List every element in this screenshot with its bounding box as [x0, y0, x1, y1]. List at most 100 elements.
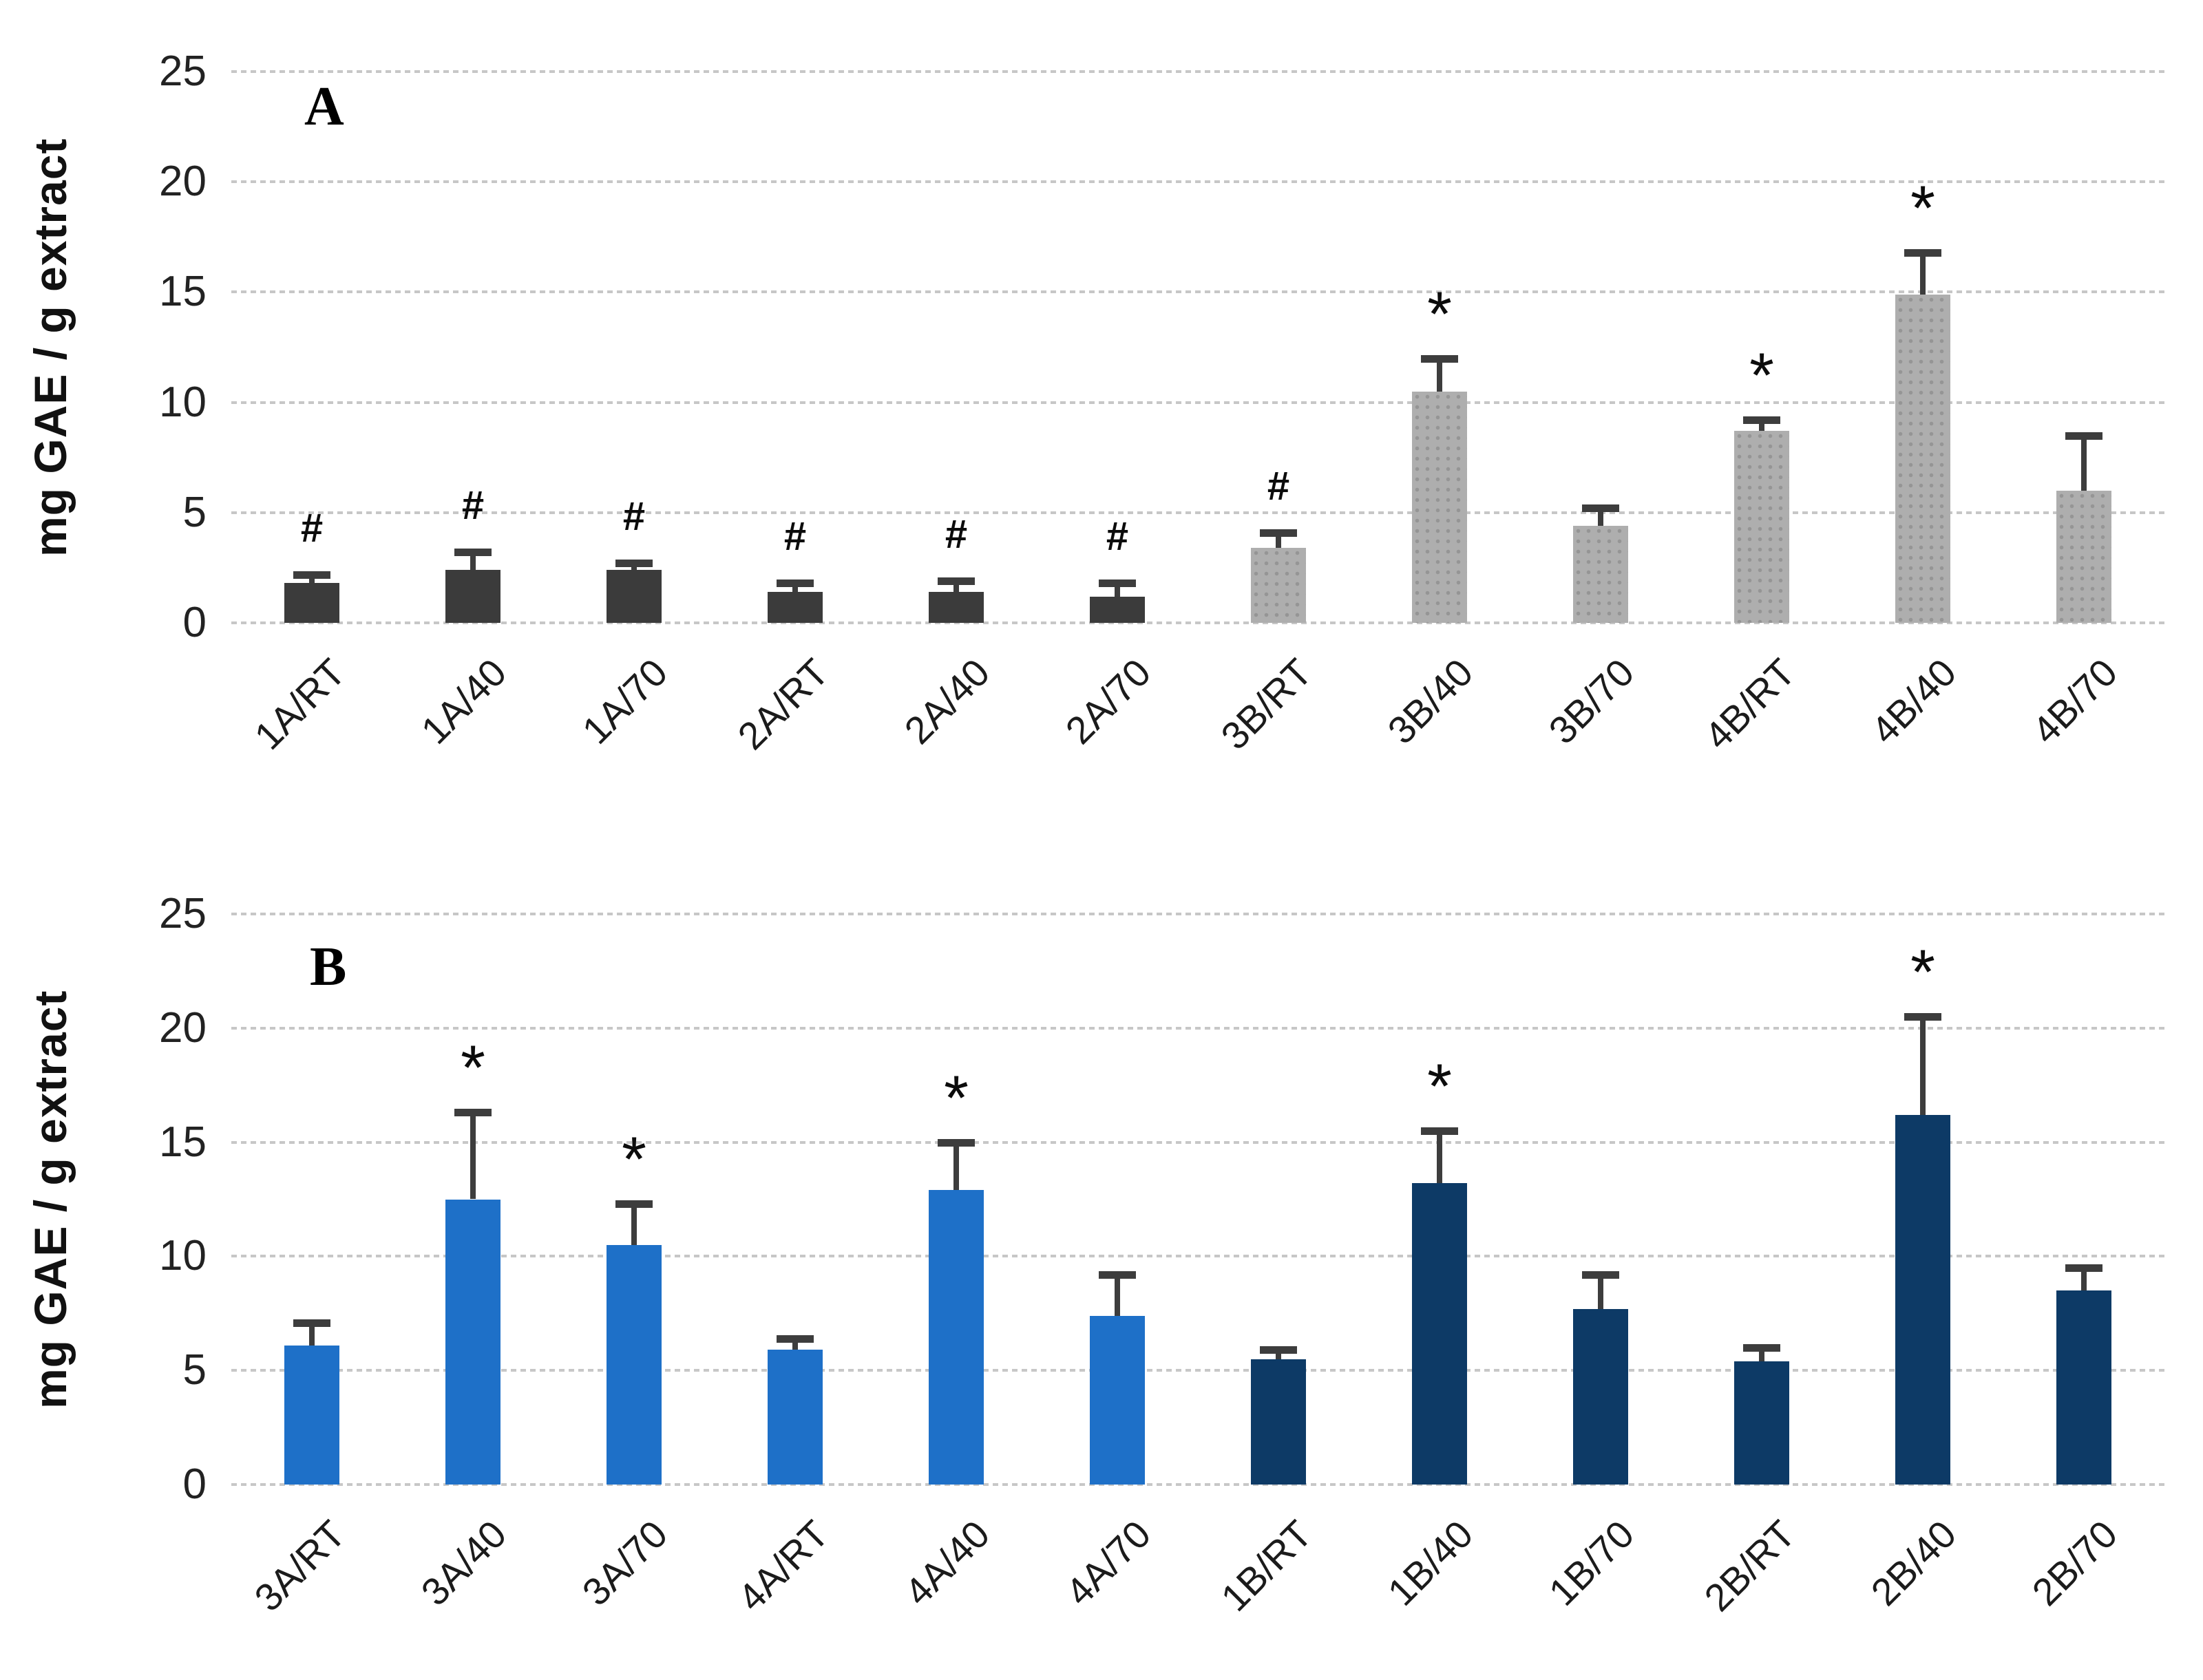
- bar-1B/RT: [1251, 1359, 1306, 1485]
- x-tick-label-2B/RT: 2B/RT: [1696, 1511, 1804, 1619]
- bar-2B/70: [2056, 1290, 2111, 1485]
- bar-4A/RT: [768, 1350, 823, 1485]
- x-tick-label-1A/RT: 1A/RT: [246, 650, 354, 758]
- plot-area-a: 0 5 10 15 20 25 #1A/RT #1A/40 #1A/70 #2A/RT #2A/40…: [159, 47, 2164, 758]
- y-tick-label-5: 5: [182, 488, 207, 536]
- error-cap-2B/RT: [1743, 1344, 1780, 1352]
- gridline-5: [231, 1369, 2164, 1372]
- gridline-25: [231, 70, 2164, 73]
- y-tick-label-10: 10: [159, 378, 207, 426]
- bar-1B/40: [1412, 1183, 1467, 1485]
- error-bar-4B/70: [2081, 435, 2087, 491]
- x-tick-label-3B/RT: 3B/RT: [1212, 650, 1320, 758]
- x-tick-label-1A/70: 1A/70: [573, 650, 676, 752]
- x-tick-label-1B/RT: 1B/RT: [1212, 1511, 1320, 1619]
- error-cap-4A/RT: [777, 1335, 814, 1343]
- x-tick-label-3B/40: 3B/40: [1379, 650, 1482, 752]
- error-bar-4A/70: [1115, 1274, 1120, 1316]
- error-bar-3B/40: [1437, 358, 1442, 392]
- error-cap-4B/70: [2065, 432, 2102, 440]
- y-tick-label-0: 0: [182, 599, 207, 646]
- bar-2A/40: [929, 592, 984, 623]
- panel-label: A: [304, 76, 344, 137]
- x-tick-label-4A/70: 4A/70: [1057, 1511, 1159, 1614]
- error-cap-3A/RT: [293, 1319, 330, 1327]
- significance-marker-2A/40: #: [945, 512, 968, 557]
- error-cap-4B/40: [1904, 248, 1941, 257]
- error-bar-2B/RT: [1759, 1348, 1764, 1361]
- error-bar-4A/RT: [792, 1338, 798, 1350]
- bar-3B/70: [1573, 526, 1628, 623]
- error-cap-2A/40: [938, 577, 975, 586]
- error-cap-3B/RT: [1260, 529, 1297, 537]
- bar-3B/RT: [1251, 548, 1306, 623]
- gridline-25: [231, 913, 2164, 915]
- y-tick-label-25: 25: [159, 47, 207, 95]
- error-cap-3B/70: [1582, 504, 1619, 513]
- bar-4A/70: [1090, 1315, 1145, 1485]
- y-tick-label-15: 15: [159, 268, 207, 316]
- y-tick-label-5: 5: [182, 1346, 207, 1394]
- x-tick-label-1A/40: 1A/40: [412, 650, 515, 752]
- gridline-15: [231, 1140, 2164, 1144]
- error-cap-2B/40: [1904, 1013, 1941, 1021]
- plot-area-b: 0 5 10 15 20 25 3A/RT * 3A/40 * 3A/70 4A/RT * 4A/40 4A…: [0, 840, 2203, 1680]
- gridline-10: [231, 1255, 2164, 1258]
- error-cap-1B/70: [1582, 1270, 1619, 1279]
- x-tick-label-2A/70: 2A/70: [1057, 650, 1159, 752]
- bar-3B/40: [1412, 391, 1467, 623]
- panel-a: mg GAE / g extract A 0 5 10 15 20 25 #1A/RT #1A…: [25, 47, 2164, 758]
- error-cap-1B/40: [1421, 1127, 1458, 1136]
- error-cap-4B/RT: [1743, 416, 1780, 425]
- bar-3A/40: [445, 1199, 500, 1485]
- bar-3A/70: [607, 1244, 662, 1485]
- error-cap-3B/40: [1421, 354, 1458, 363]
- panel-label: B: [310, 937, 347, 997]
- error-cap-2B/70: [2065, 1264, 2102, 1272]
- error-bar-4B/40: [1920, 252, 1926, 295]
- significance-marker-1A/40: #: [461, 483, 485, 529]
- significance-marker-3B/RT: #: [1267, 463, 1290, 509]
- error-cap-3A/40: [454, 1109, 492, 1117]
- significance-marker-2A/RT: #: [783, 514, 807, 560]
- x-tick-label-2A/RT: 2A/RT: [729, 650, 837, 758]
- error-bar-3B/RT: [1276, 532, 1281, 549]
- bar-4B/70: [2056, 490, 2111, 623]
- x-tick-label-3B/70: 3B/70: [1540, 650, 1643, 752]
- significance-marker-3A/40: *: [461, 1033, 485, 1104]
- bar-2A/70: [1090, 596, 1145, 623]
- error-bar-3A/40: [470, 1112, 476, 1200]
- error-bar-2A/RT: [792, 583, 798, 593]
- error-cap-1A/RT: [293, 571, 330, 579]
- gridline-20: [231, 180, 2164, 184]
- bar-1A/70: [607, 570, 662, 623]
- error-bar-1B/RT: [1276, 1350, 1281, 1359]
- bar-2A/RT: [768, 592, 823, 623]
- x-tick-label-2B/40: 2B/40: [1862, 1511, 1965, 1614]
- bar-3A/RT: [284, 1345, 339, 1485]
- significance-marker-4B/RT: *: [1749, 341, 1774, 412]
- error-bar-2B/40: [1920, 1017, 1926, 1115]
- gridline-0: [231, 1483, 2164, 1486]
- significance-marker-1B/40: *: [1427, 1052, 1452, 1123]
- significance-marker-1A/RT: #: [300, 505, 324, 551]
- error-bar-3B/70: [1598, 508, 1603, 527]
- significance-marker-2A/70: #: [1106, 514, 1129, 560]
- error-bar-2A/40: [953, 581, 959, 593]
- y-tick-label-0: 0: [182, 1460, 207, 1508]
- significance-marker-1A/70: #: [622, 494, 646, 540]
- error-cap-4A/70: [1099, 1270, 1136, 1279]
- y-tick-label-10: 10: [159, 1232, 207, 1280]
- panel-b: mg GAE / g extract B 0 5 10 15 20 25 3A/RT * 3A/…: [0, 840, 2203, 1680]
- error-bar-2A/70: [1115, 583, 1120, 597]
- significance-marker-3B/40: *: [1427, 279, 1452, 350]
- significance-marker-3A/70: *: [622, 1125, 646, 1195]
- bar-1A/40: [445, 570, 500, 623]
- gridline-15: [231, 290, 2164, 294]
- x-tick-label-4B/40: 4B/40: [1862, 650, 1965, 752]
- x-tick-label-1B/40: 1B/40: [1379, 1511, 1482, 1614]
- x-tick-label-2B/70: 2B/70: [2023, 1511, 2126, 1614]
- bar-1B/70: [1573, 1308, 1628, 1485]
- y-tick-label-20: 20: [159, 158, 207, 206]
- bar-4B/RT: [1734, 431, 1789, 623]
